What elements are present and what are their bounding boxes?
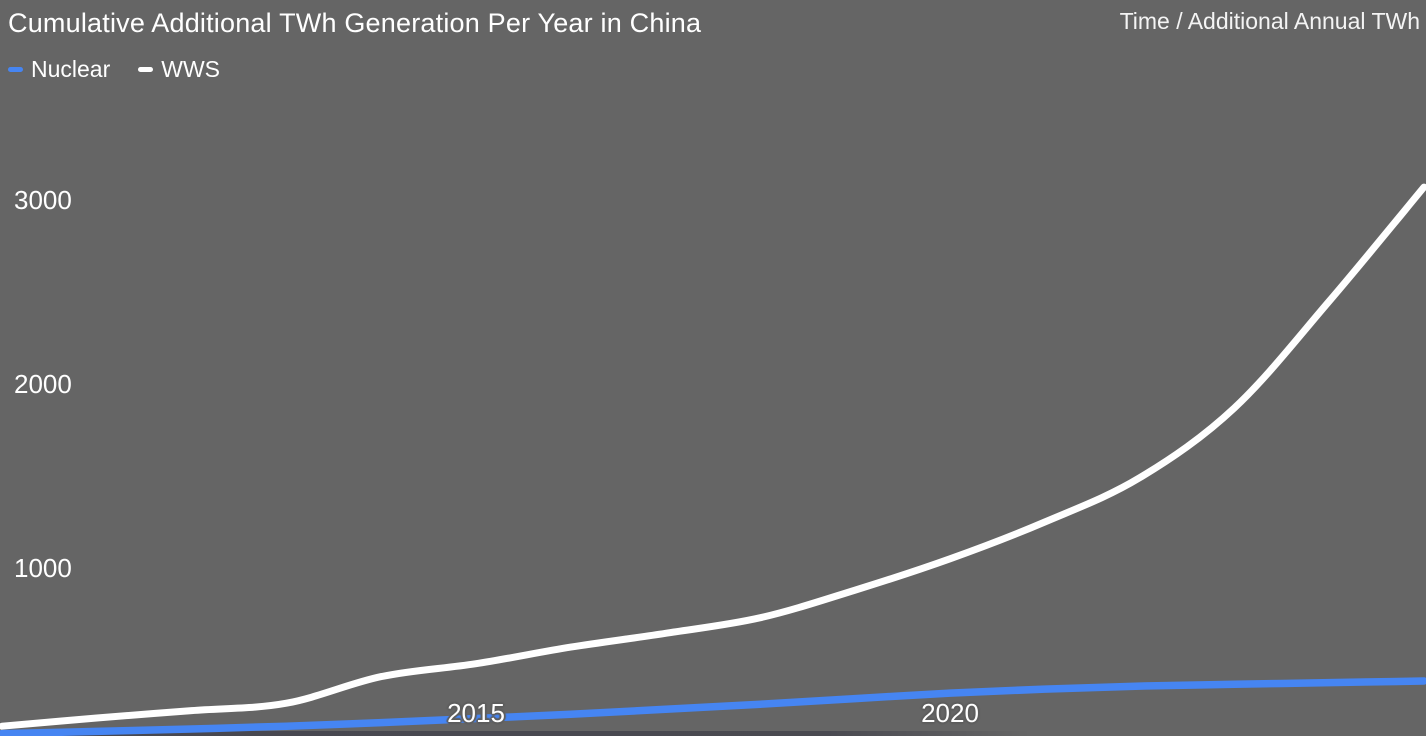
nuclear-swatch-icon [8, 67, 23, 72]
legend-item-nuclear: Nuclear [8, 56, 110, 83]
legend-label-nuclear: Nuclear [31, 56, 111, 82]
wws-swatch-icon [138, 67, 154, 72]
y-tick-1000: 1000 [14, 553, 72, 583]
axis-hint-label: Time / Additional Annual TWh [1119, 8, 1420, 34]
page-title: Cumulative Additional TWh Generation Per… [8, 8, 702, 38]
y-tick-3000: 3000 [14, 185, 72, 215]
wws-line [0, 183, 1426, 730]
nuclear-line [0, 677, 1426, 736]
x-tick-2015: 2015 [447, 698, 505, 728]
legend: Nuclear WWS [8, 56, 220, 83]
x-tick-2020: 2020 [921, 698, 979, 728]
legend-label-wws: WWS [161, 56, 221, 82]
legend-item-wws: WWS [138, 56, 220, 83]
baseline-strip [0, 731, 1030, 736]
y-tick-2000: 2000 [14, 369, 72, 399]
